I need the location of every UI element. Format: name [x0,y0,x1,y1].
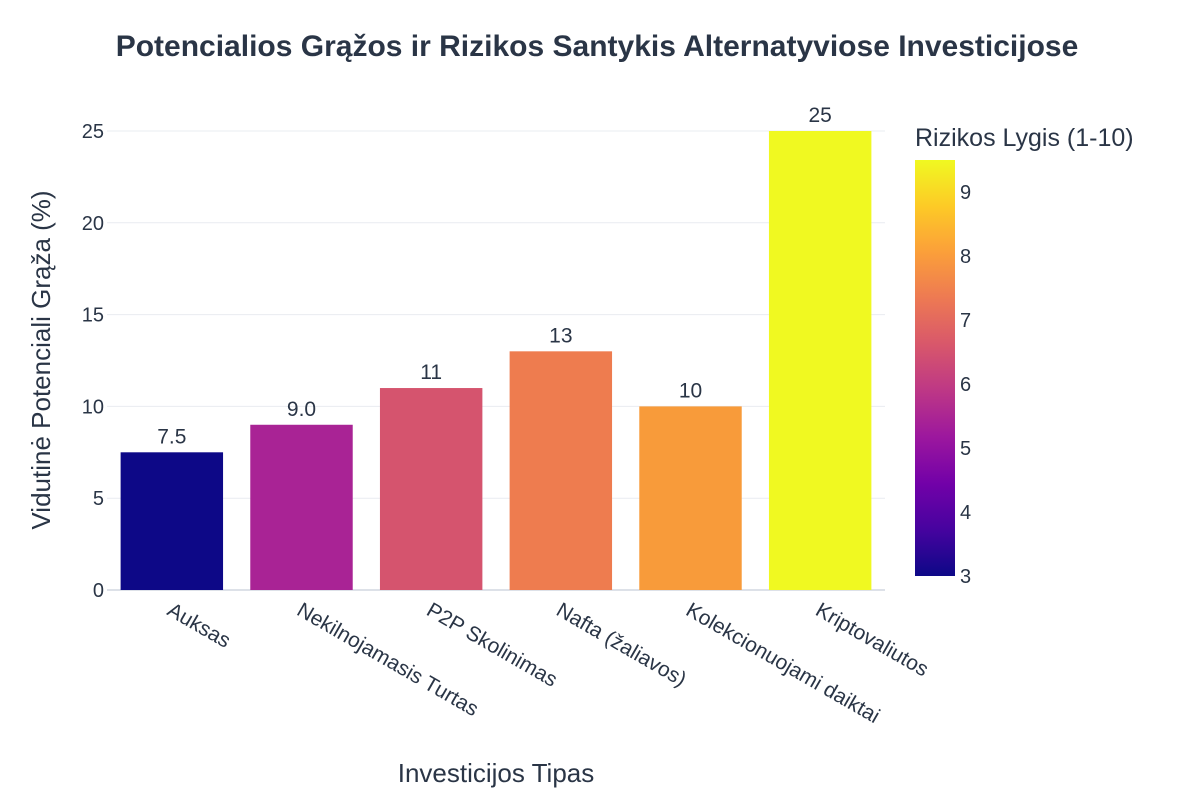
x-axis-title: Investicijos Tipas [398,758,595,788]
colorbar-tick-label: 8 [960,246,971,268]
colorbar: Rizikos Lygis (1-10) 3 4 5 6 7 8 9 [915,124,1134,588]
bar [768,131,872,590]
x-tick-label: Auksas [163,598,234,652]
colorbar-tick-label: 7 [960,310,971,332]
colorbar-tick-label: 9 [960,182,971,204]
y-tick-label: 25 [82,121,104,143]
colorbar-title: Rizikos Lygis (1-10) [915,124,1134,152]
data-label: 13 [549,324,572,347]
bar [639,406,742,590]
bars [120,131,872,590]
y-tick-label: 0 [93,580,104,602]
gridlines [107,130,885,591]
colorbar-tick-label: 4 [960,502,971,524]
y-tick-label: 10 [82,396,104,418]
colorbar-tick-label: 3 [960,566,971,588]
y-tick-label: 20 [82,213,104,235]
data-label: 25 [808,104,831,127]
data-label: 11 [420,361,442,384]
bar [379,388,483,590]
y-tick-label: 15 [82,305,104,327]
data-label: 9.0 [287,398,316,421]
x-tick-label: Kriptovaliutos [812,598,933,681]
y-axis-title: Vidutinė Potenciali Grąža (%) [26,190,56,529]
colorbar-tick-label: 5 [960,438,971,460]
bar [120,452,224,590]
x-tick-label: Nafta (žaliavos) [552,598,690,691]
bar [250,424,353,590]
colorbar-ticks: 3 4 5 6 7 8 9 [960,182,971,588]
y-axis-ticks: 0 5 10 15 20 25 [82,121,104,602]
colorbar-gradient [915,160,955,576]
data-label: 7.5 [157,425,186,448]
chart-title: Potencialios Grąžos ir Rizikos Santykis … [116,30,1079,63]
data-labels: 7.5 9.0 11 13 10 25 [157,104,832,448]
y-tick-label: 5 [93,488,104,510]
bar [509,351,613,590]
colorbar-tick-label: 6 [960,374,971,396]
data-label: 10 [679,379,702,402]
